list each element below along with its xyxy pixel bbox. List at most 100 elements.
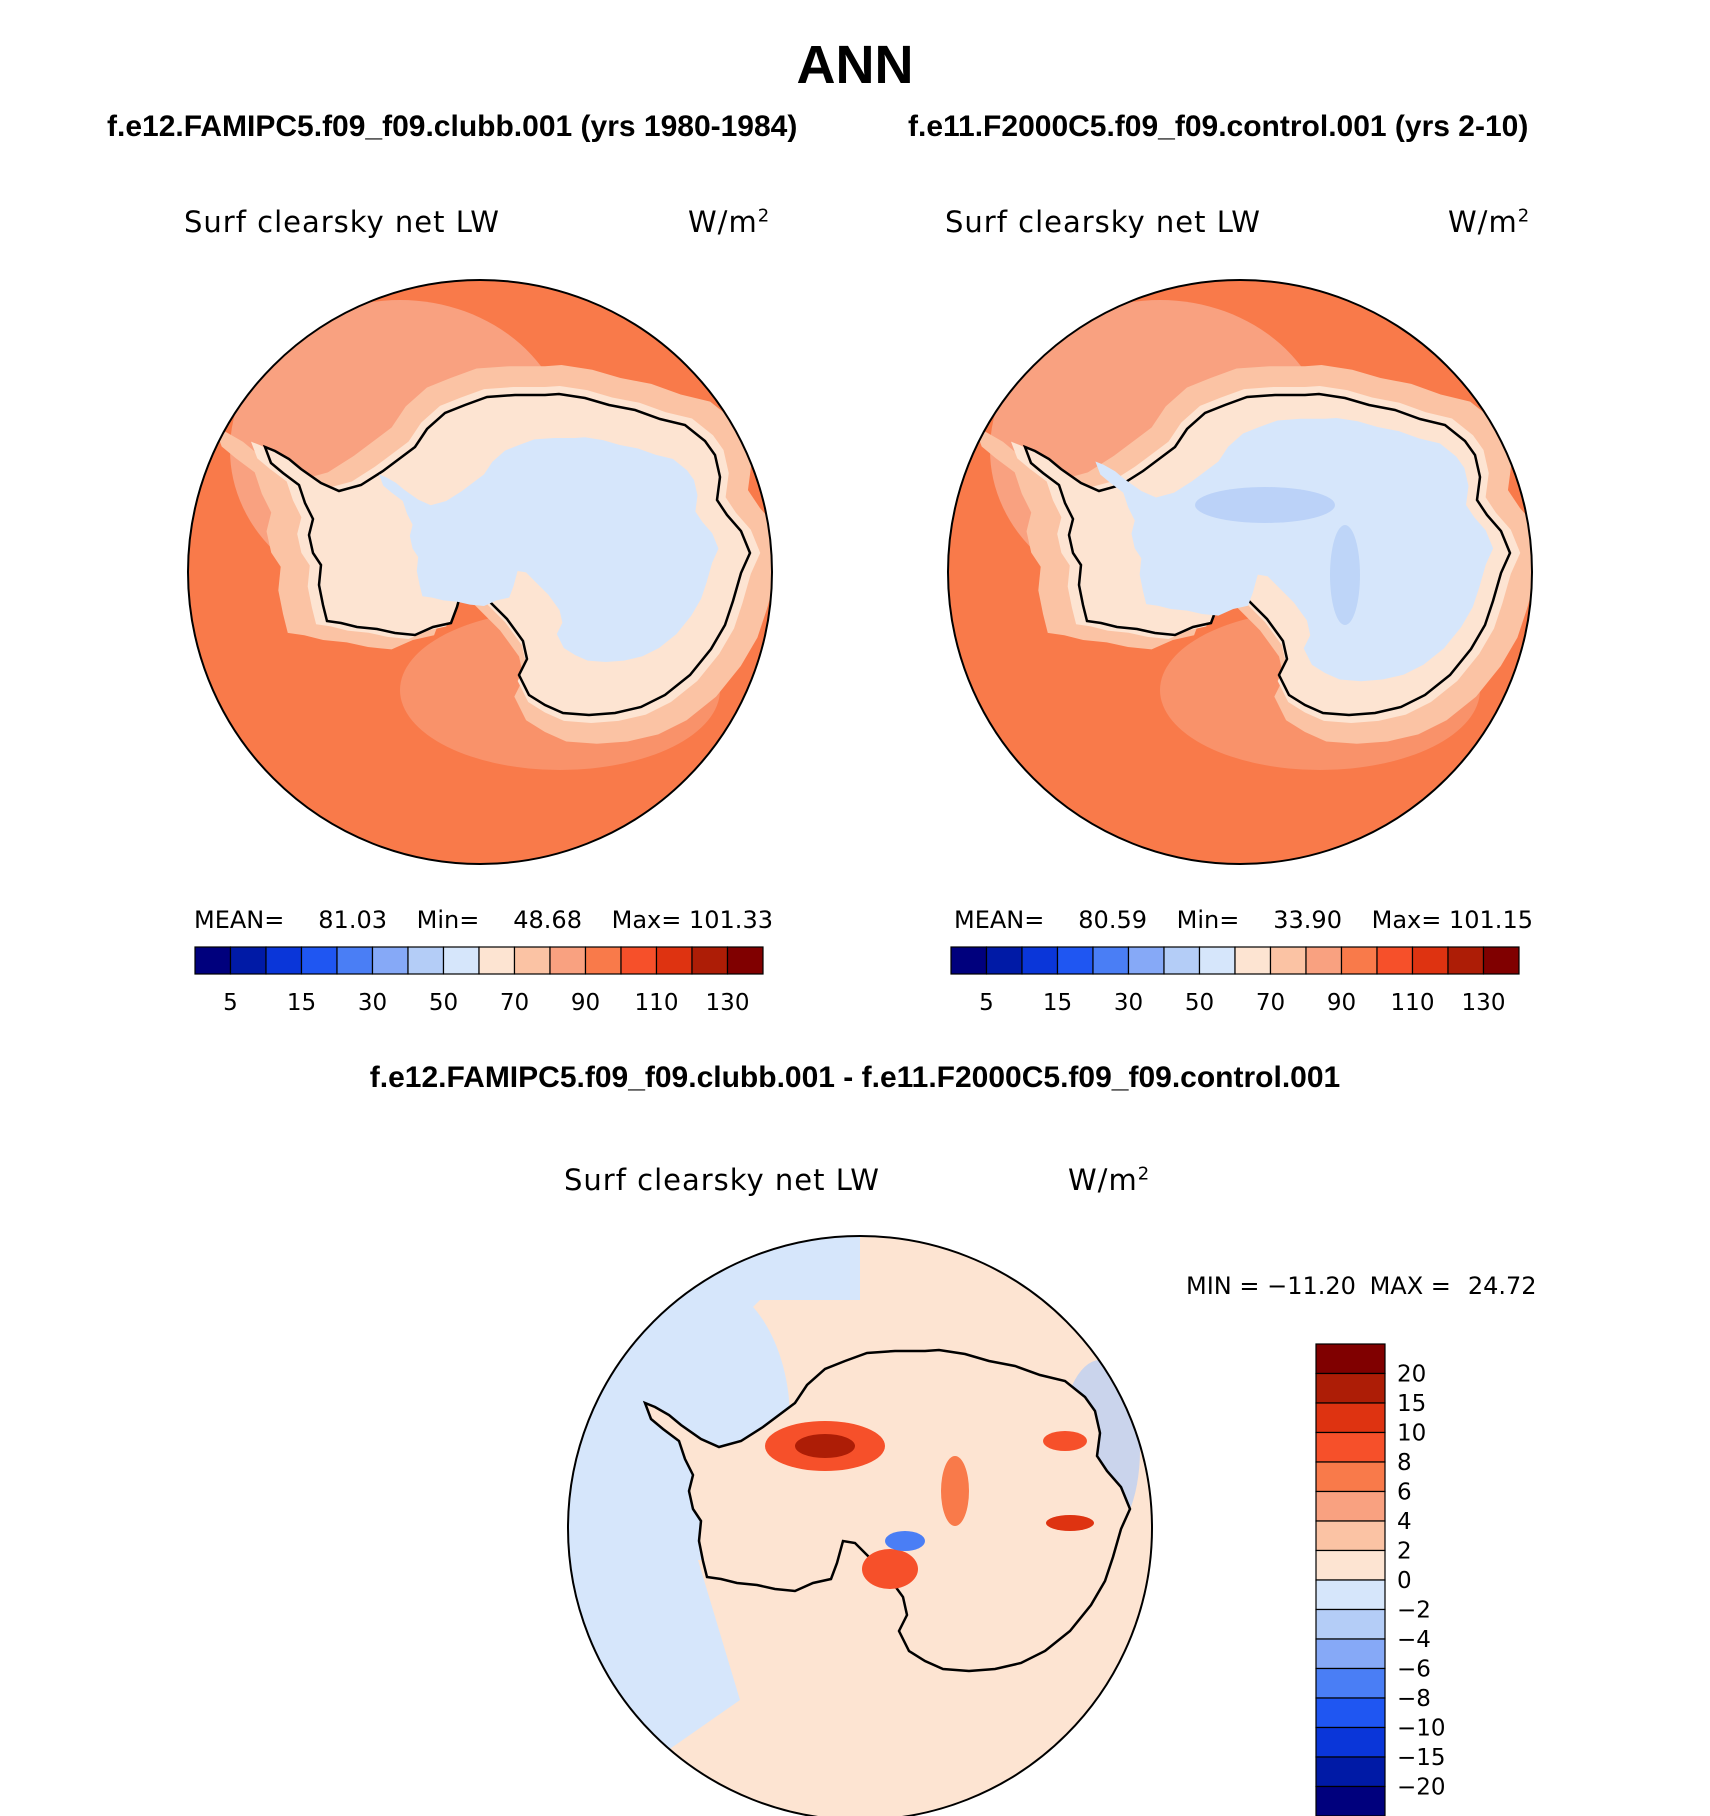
panel3-min-value: −11.20 xyxy=(1267,1272,1356,1300)
colorbar-swatch xyxy=(300,946,338,975)
colorbar-swatch xyxy=(194,946,232,975)
colorbar-tick-label: 110 xyxy=(635,990,679,1016)
panel1-max-value: 101.33 xyxy=(689,906,773,934)
panel2-map xyxy=(947,279,1533,865)
diff-title: f.e12.FAMIPC5.f09_f09.clubb.001 - f.e11.… xyxy=(369,1061,1341,1094)
colorbar-swatch xyxy=(478,946,516,975)
panel1-units: W/m2 xyxy=(688,205,770,239)
colorbar-swatch xyxy=(1340,946,1378,975)
colorbar-tick-label: 15 xyxy=(1043,990,1072,1016)
colorbar-tick-label: 50 xyxy=(429,990,458,1016)
colorbar-tick-label: 5 xyxy=(223,990,238,1016)
control-title: f.e11.F2000C5.f09_f09.control.001 (yrs 2… xyxy=(908,110,1529,143)
colorbar-swatch xyxy=(985,946,1023,975)
colorbar-tick-label: 30 xyxy=(358,990,387,1016)
panel3-units-exp: 2 xyxy=(1137,1163,1151,1185)
colorbar-swatch xyxy=(1315,1402,1386,1434)
colorbar-tick-label: 15 xyxy=(287,990,316,1016)
colorbar-swatch xyxy=(655,946,693,975)
colorbar-swatch xyxy=(1305,946,1343,975)
colorbar-tick-label: 30 xyxy=(1114,990,1143,1016)
colorbar-tick-label: −2 xyxy=(1397,1598,1431,1624)
colorbar-swatch xyxy=(1021,946,1059,975)
colorbar-swatch xyxy=(1315,1785,1386,1816)
colorbar-tick-label: 110 xyxy=(1391,990,1435,1016)
colorbar-swatch xyxy=(1315,1461,1386,1493)
colorbar-swatch xyxy=(1315,1756,1386,1788)
panel1-map xyxy=(187,279,773,865)
colorbar-swatch xyxy=(1127,946,1165,975)
colorbar-swatch xyxy=(1315,1431,1386,1463)
case-title: f.e12.FAMIPC5.f09_f09.clubb.001 (yrs 198… xyxy=(107,110,798,143)
colorbar-swatch xyxy=(691,946,729,975)
colorbar-swatch xyxy=(1315,1372,1386,1404)
panel1-stats: MEAN= 81.03 Min= 48.68 Max= 101.33 xyxy=(194,906,773,934)
panel1-colorbar: 5 15 30 50 70 90 110 130 xyxy=(194,946,764,1016)
colorbar-swatch xyxy=(407,946,445,975)
colorbar-tick-label: 130 xyxy=(706,990,750,1016)
colorbar-swatch xyxy=(549,946,587,975)
colorbar-swatch xyxy=(726,946,764,975)
colorbar-tick-label: 70 xyxy=(500,990,529,1016)
panel3-map xyxy=(567,1235,1153,1816)
colorbar-tick-label: 10 xyxy=(1397,1421,1426,1447)
colorbar-swatch xyxy=(1315,1726,1386,1758)
panel1-units-base: W/m xyxy=(688,205,758,239)
colorbar-tick-label: 0 xyxy=(1397,1568,1412,1594)
colorbar-tick-label: 90 xyxy=(1327,990,1356,1016)
colorbar-swatch xyxy=(1056,946,1094,975)
colorbar-swatch xyxy=(336,946,374,975)
colorbar-tick-label: 70 xyxy=(1256,990,1285,1016)
panel2-variable-label: Surf clearsky net LW xyxy=(945,205,1261,239)
colorbar-tick-label: 130 xyxy=(1462,990,1506,1016)
panel1-min-label: Min= xyxy=(416,906,480,934)
colorbar-tick-label: 5 xyxy=(979,990,994,1016)
panel1-variable-label: Surf clearsky net LW xyxy=(184,205,500,239)
colorbar-tick-label: 15 xyxy=(1397,1391,1426,1417)
panel2-min-value: 33.90 xyxy=(1273,906,1342,934)
panel1-mean-label: MEAN= xyxy=(194,906,285,934)
colorbar-swatch xyxy=(1447,946,1485,975)
colorbar-tick-label: 4 xyxy=(1397,1509,1412,1535)
colorbar-swatch xyxy=(1234,946,1272,975)
panel1-max-label: Max= xyxy=(611,906,682,934)
colorbar-swatch xyxy=(1315,1343,1386,1375)
figure-title: ANN xyxy=(796,35,914,95)
colorbar-swatch xyxy=(584,946,622,975)
panel3-max-value: 24.72 xyxy=(1467,1272,1537,1300)
colorbar-tick-label: −10 xyxy=(1397,1716,1446,1742)
colorbar-swatch xyxy=(1315,1638,1386,1670)
colorbar-tick-label: −15 xyxy=(1397,1745,1446,1771)
panel2-max-label: Max= xyxy=(1371,906,1442,934)
panel1-units-exp: 2 xyxy=(757,205,771,227)
panel2-min-label: Min= xyxy=(1176,906,1240,934)
colorbar-swatch xyxy=(229,946,267,975)
colorbar-swatch xyxy=(1315,1608,1386,1640)
colorbar-tick-label: 20 xyxy=(1397,1362,1426,1388)
colorbar-tick-label: 8 xyxy=(1397,1450,1412,1476)
panel3-stats: MIN = −11.20 MAX = 24.72 xyxy=(1186,1272,1537,1300)
colorbar-swatch xyxy=(1163,946,1201,975)
panel2-max-value: 101.15 xyxy=(1449,906,1533,934)
colorbar-tick-label: −6 xyxy=(1397,1657,1431,1683)
colorbar-tick-label: −8 xyxy=(1397,1686,1431,1712)
panel2-mean-value: 80.59 xyxy=(1078,906,1147,934)
colorbar-swatch xyxy=(1315,1667,1386,1699)
colorbar-tick-label: −4 xyxy=(1397,1627,1431,1653)
colorbar-tick-label: 50 xyxy=(1185,990,1214,1016)
colorbar-tick-label: −20 xyxy=(1397,1775,1446,1801)
panel1-min-value: 48.68 xyxy=(513,906,582,934)
panel1-mean-value: 81.03 xyxy=(318,906,387,934)
colorbar-swatch xyxy=(620,946,658,975)
panel2-units: W/m2 xyxy=(1448,205,1530,239)
colorbar-swatch xyxy=(1482,946,1520,975)
colorbar-swatch xyxy=(513,946,551,975)
colorbar-swatch xyxy=(1269,946,1307,975)
colorbar-swatch xyxy=(1315,1490,1386,1522)
colorbar-tick-label: 90 xyxy=(571,990,600,1016)
colorbar-swatch xyxy=(371,946,409,975)
panel3-min-label: MIN = xyxy=(1186,1272,1260,1300)
colorbar-tick-label: 2 xyxy=(1397,1539,1412,1565)
